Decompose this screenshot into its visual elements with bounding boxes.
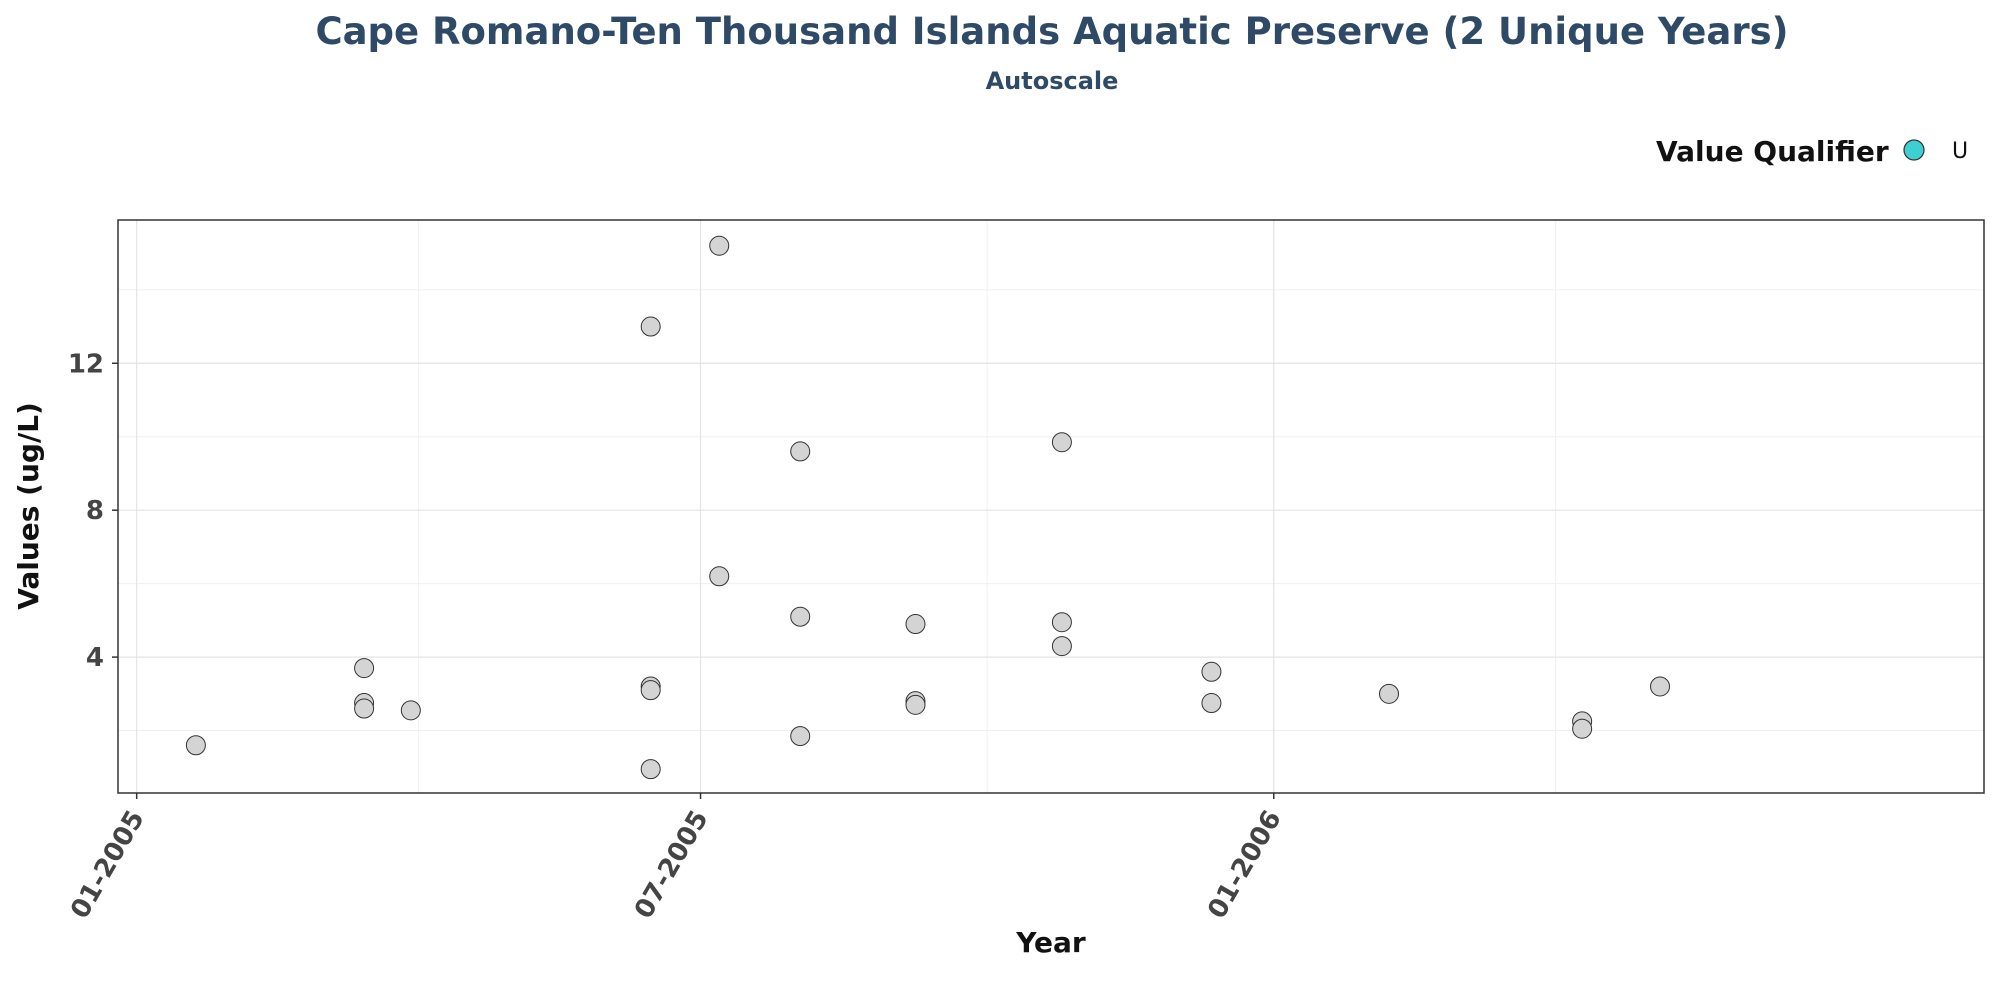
axis-ticks: 4 8 12 01-2005 07-2005 01-2006	[65, 349, 1288, 924]
data-point	[640, 759, 661, 780]
plot-panel-border	[117, 219, 1985, 794]
data-point	[790, 606, 811, 627]
data-point	[905, 694, 926, 715]
data-point	[354, 698, 375, 719]
y-tick-label: 8	[86, 496, 104, 526]
data-point	[1051, 636, 1072, 657]
y-tick-label: 12	[68, 349, 104, 379]
data-point	[1051, 432, 1072, 453]
legend: Value Qualifier U	[1656, 135, 1968, 168]
x-tick-label: 07-2005	[629, 806, 715, 924]
data-point	[1378, 683, 1399, 704]
x-tick-label: 01-2006	[1202, 806, 1288, 924]
chart-title: Cape Romano-Ten Thousand Islands Aquatic…	[315, 10, 1788, 53]
legend-title: Value Qualifier	[1656, 135, 1889, 168]
data-points	[185, 235, 1671, 780]
plot-grid	[118, 220, 1984, 793]
data-point	[1201, 661, 1222, 682]
data-point	[185, 735, 206, 756]
data-point	[790, 726, 811, 747]
data-point	[1650, 676, 1671, 697]
data-point	[709, 235, 730, 256]
y-tick-label: 4	[86, 643, 104, 673]
data-point	[640, 316, 661, 337]
data-point	[709, 566, 730, 587]
legend-label-u: U	[1952, 139, 1968, 164]
x-axis-title: Year	[1015, 926, 1086, 959]
data-point	[1051, 612, 1072, 633]
data-point	[400, 700, 421, 721]
data-point	[640, 680, 661, 701]
data-point	[1572, 718, 1593, 739]
data-point	[354, 658, 375, 679]
data-point	[790, 441, 811, 462]
data-point	[905, 614, 926, 635]
data-point	[1201, 693, 1222, 714]
y-axis-title: Values (ug/L)	[12, 402, 45, 610]
legend-swatch-u	[1903, 139, 1925, 161]
x-tick-label: 01-2005	[65, 806, 151, 924]
chart-subtitle: Autoscale	[986, 67, 1119, 95]
